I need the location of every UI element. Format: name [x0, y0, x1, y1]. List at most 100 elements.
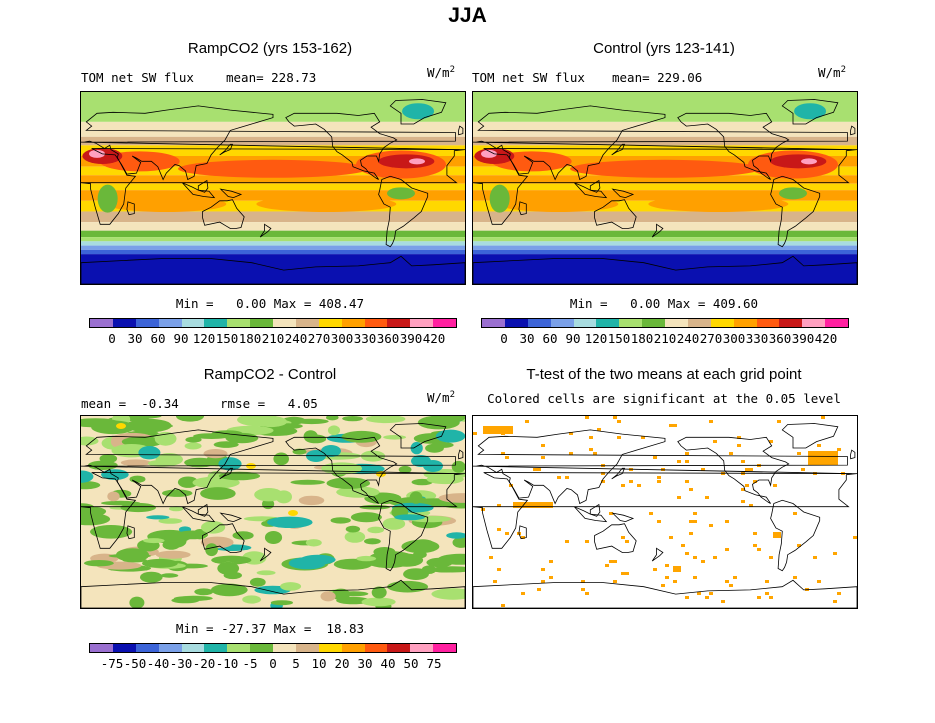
diff-colorbar-tick-label: -40	[146, 656, 170, 671]
control-map-coastline	[574, 182, 608, 199]
ttest-map-significant-cell	[685, 480, 689, 483]
control-colorbar-swatch	[665, 319, 688, 327]
control-colorbar-tick-label: 270	[699, 331, 723, 346]
ramp-map-band	[81, 145, 465, 156]
ttest-map-significant-cell	[657, 480, 661, 483]
ramp-colorbar-swatch	[181, 319, 205, 327]
ttest-map-significant-cell	[601, 472, 605, 475]
ramp-colorbar-swatch	[341, 319, 365, 327]
control-map-band	[473, 183, 857, 191]
diff-map	[80, 415, 466, 609]
ttest-map-significant-cell	[657, 476, 661, 479]
ramp-map-coastline	[202, 199, 245, 229]
diff-map-anomaly-patch	[129, 475, 146, 483]
diff-map-anomaly-patch	[257, 416, 276, 424]
ramp-map-coastline	[458, 125, 464, 136]
diff-map-anomaly-patch	[437, 553, 465, 565]
diff-colorbar-labels: -75 -50 -40 -30 -20 -10 -5 0 5 10 20 30 40 50 75	[89, 656, 457, 672]
diff-map-anomaly-patch	[116, 423, 126, 429]
control-colorbar-swatch	[504, 319, 528, 327]
diff-map-anomaly-patch	[129, 596, 145, 608]
ttest-map-significant-cell	[613, 416, 617, 419]
diff-map-anomaly-patch	[146, 515, 170, 520]
diff-mean-value: mean = -0.34	[81, 396, 179, 411]
diff-map-anomaly-patch	[342, 416, 363, 422]
diff-map-anomaly-patch	[438, 493, 465, 503]
ttest-map-significant-cell	[537, 468, 541, 471]
diff-map-anomaly-patch	[361, 597, 396, 607]
ttest-map-significant-cell	[817, 444, 821, 447]
diff-minmax: Min = -27.37 Max = 18.83	[175, 621, 365, 636]
diff-map-coastline	[81, 579, 465, 608]
ramp-map-band	[81, 121, 465, 137]
diff-colorbar-tick-label: -10	[215, 656, 239, 671]
control-map-coastline	[473, 255, 857, 284]
ttest-map-significant-cell	[665, 576, 669, 579]
control-colorbar-tick-label: 330	[745, 331, 769, 346]
ttest-map-significant-cell	[589, 448, 593, 451]
ttest-map-significant-cell	[589, 436, 593, 439]
control-map-coastline	[473, 148, 857, 225]
ttest-map-significant-cell	[705, 496, 709, 499]
diff-map-anomaly-patch	[232, 531, 254, 540]
ttest-map-significant-cell	[521, 536, 525, 539]
diff-map-anomaly-patch	[143, 538, 165, 544]
diff-map-anomaly-patch	[327, 425, 341, 436]
control-colorbar-tick-label: 90	[565, 331, 581, 346]
ramp-colorbar-tick-label: 330	[353, 331, 377, 346]
diff-map-anomaly-patch	[81, 436, 99, 446]
control-colorbar-swatch	[527, 319, 551, 327]
ttest-map-coastline	[850, 449, 856, 460]
ttest-map-significant-cell	[729, 584, 733, 587]
ttest-map-background	[473, 416, 857, 608]
diff-colorbar-swatch	[433, 644, 456, 652]
control-variable-label: TOM net SW flux	[472, 70, 585, 85]
ramp-colorbar-swatch	[295, 319, 319, 327]
diff-map-anomaly-patch	[185, 436, 202, 443]
ttest-map-significant-cell	[813, 556, 817, 559]
diff-map-anomaly-patch	[81, 480, 101, 490]
diff-colorbar-tick-label: 50	[403, 656, 419, 671]
diff-map-anomaly-patch	[155, 550, 191, 559]
ttest-map-significant-cell	[713, 556, 717, 559]
control-map-coastline	[850, 125, 856, 136]
ttest-map-significant-cell	[741, 460, 745, 463]
diff-map-anomaly-patch	[203, 449, 228, 459]
ttest-map-significant-cell	[769, 556, 773, 559]
control-map-band	[473, 241, 857, 246]
ttest-map-significant-cell	[769, 596, 773, 599]
control-map-coastline	[594, 199, 637, 229]
ttest-map-significant-cell	[665, 564, 669, 567]
control-map-band	[473, 190, 857, 201]
ramp-colorbar-swatch	[227, 319, 251, 327]
ramp-map-band	[81, 175, 465, 184]
diff-rmse-value: rmse = 4.05	[220, 396, 318, 411]
diff-map-anomaly-patch	[452, 537, 465, 548]
ttest-map-significant-cell	[581, 588, 585, 591]
control-colorbar-swatch	[825, 319, 848, 327]
diff-map-anomaly-patch	[364, 538, 381, 545]
ttest-map-significant-cell	[677, 460, 681, 463]
ttest-map-coastline	[611, 467, 626, 480]
diff-map-anomaly-patch	[200, 487, 236, 500]
diff-map-anomaly-patch	[421, 565, 437, 574]
diff-map-anomaly-patch	[81, 512, 111, 526]
ttest-map-significant-cell	[661, 584, 665, 587]
ttest-map-significant-cell	[745, 484, 749, 487]
diff-colorbar	[89, 643, 457, 653]
diff-map-anomaly-patch	[91, 420, 135, 435]
control-map-coastline	[770, 175, 821, 248]
ttest-map-significant-cell	[613, 580, 617, 583]
ttest-map-significant-cell	[609, 560, 613, 563]
diff-map-anomaly-patch	[423, 460, 443, 472]
control-colorbar-swatch	[710, 319, 734, 327]
diff-map-anomalies	[81, 416, 465, 608]
diff-colorbar-tick-label: 10	[311, 656, 327, 671]
ttest-map-significant-cell	[521, 592, 525, 595]
diff-units: W/m2	[427, 390, 455, 406]
control-map-band	[473, 237, 857, 242]
control-map-band	[473, 245, 857, 250]
ramp-colorbar-tick-label: 90	[173, 331, 189, 346]
diff-map-anomaly-patch	[205, 543, 218, 557]
control-map-band	[473, 254, 857, 284]
